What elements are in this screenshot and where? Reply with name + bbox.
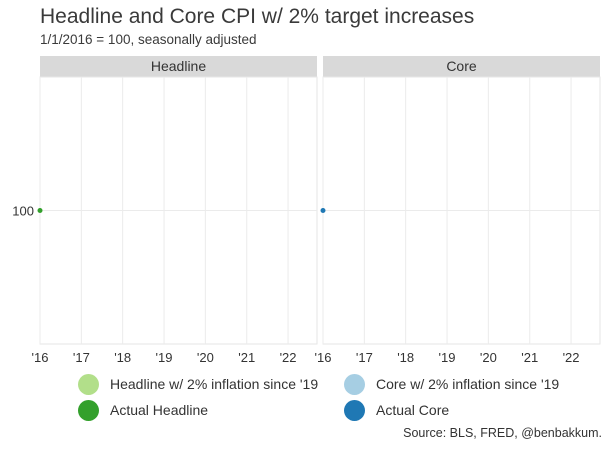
- facet-strip-core: [323, 56, 600, 77]
- legend-label-headline-actual: Actual Headline: [110, 402, 209, 418]
- y-tick-label: 100: [12, 204, 34, 219]
- x-tick-label-core: '17: [356, 350, 373, 365]
- data-point-core-1: [320, 208, 326, 213]
- chart-title: Headline and Core CPI w/ 2% target incre…: [40, 5, 475, 28]
- x-tick-label-core: '18: [397, 350, 414, 365]
- chart-subtitle: 1/1/2016 = 100, seasonally adjusted: [40, 32, 257, 47]
- legend-key-core-target: [344, 373, 365, 395]
- x-tick-label-headline: '19: [156, 350, 173, 365]
- x-tick-label-headline: '18: [114, 350, 131, 365]
- legend-item-headline-target: Headline w/ 2% inflation since '19: [78, 372, 318, 396]
- x-tick-label-core: '16: [315, 350, 332, 365]
- x-tick-label-core: '20: [480, 350, 497, 365]
- x-tick-label-core: '19: [439, 350, 456, 365]
- legend-item-core-actual: Actual Core: [344, 398, 449, 422]
- x-tick-label-core: '22: [563, 350, 580, 365]
- x-tick-label-core: '21: [521, 350, 538, 365]
- x-tick-label-headline: '20: [197, 350, 214, 365]
- faceted-line-chart: Headline '16 '17 '18 '19 '20 '21 '22 100 Core '16 '…: [12, 56, 601, 365]
- legend-key-core-actual: [344, 399, 365, 421]
- legend-label-core-target: Core w/ 2% inflation since '19: [376, 376, 560, 392]
- x-tick-label-headline: '21: [238, 350, 255, 365]
- x-tick-label-headline: '17: [73, 350, 90, 365]
- facet-strip-label-headline: Headline: [151, 58, 206, 74]
- x-tick-label-headline: '16: [32, 350, 49, 365]
- facet-strip-headline: [40, 56, 317, 77]
- legend-label-headline-target: Headline w/ 2% inflation since '19: [110, 376, 319, 392]
- legend-label-core-actual: Actual Core: [376, 402, 450, 418]
- legend-key-headline-target: [78, 373, 99, 395]
- facet-strip-label-core: Core: [446, 58, 477, 74]
- legend-item-headline-actual: Actual Headline: [78, 398, 208, 422]
- source-note: Source: BLS, FRED, @benbakkum.: [403, 426, 602, 440]
- x-tick-label-headline: '22: [280, 350, 297, 365]
- data-point-headline-1: [37, 208, 43, 213]
- legend-key-headline-actual: [78, 399, 99, 421]
- legend-item-core-target: Core w/ 2% inflation since '19: [344, 372, 559, 396]
- legend: Headline w/ 2% inflation since '19 Core …: [78, 372, 608, 424]
